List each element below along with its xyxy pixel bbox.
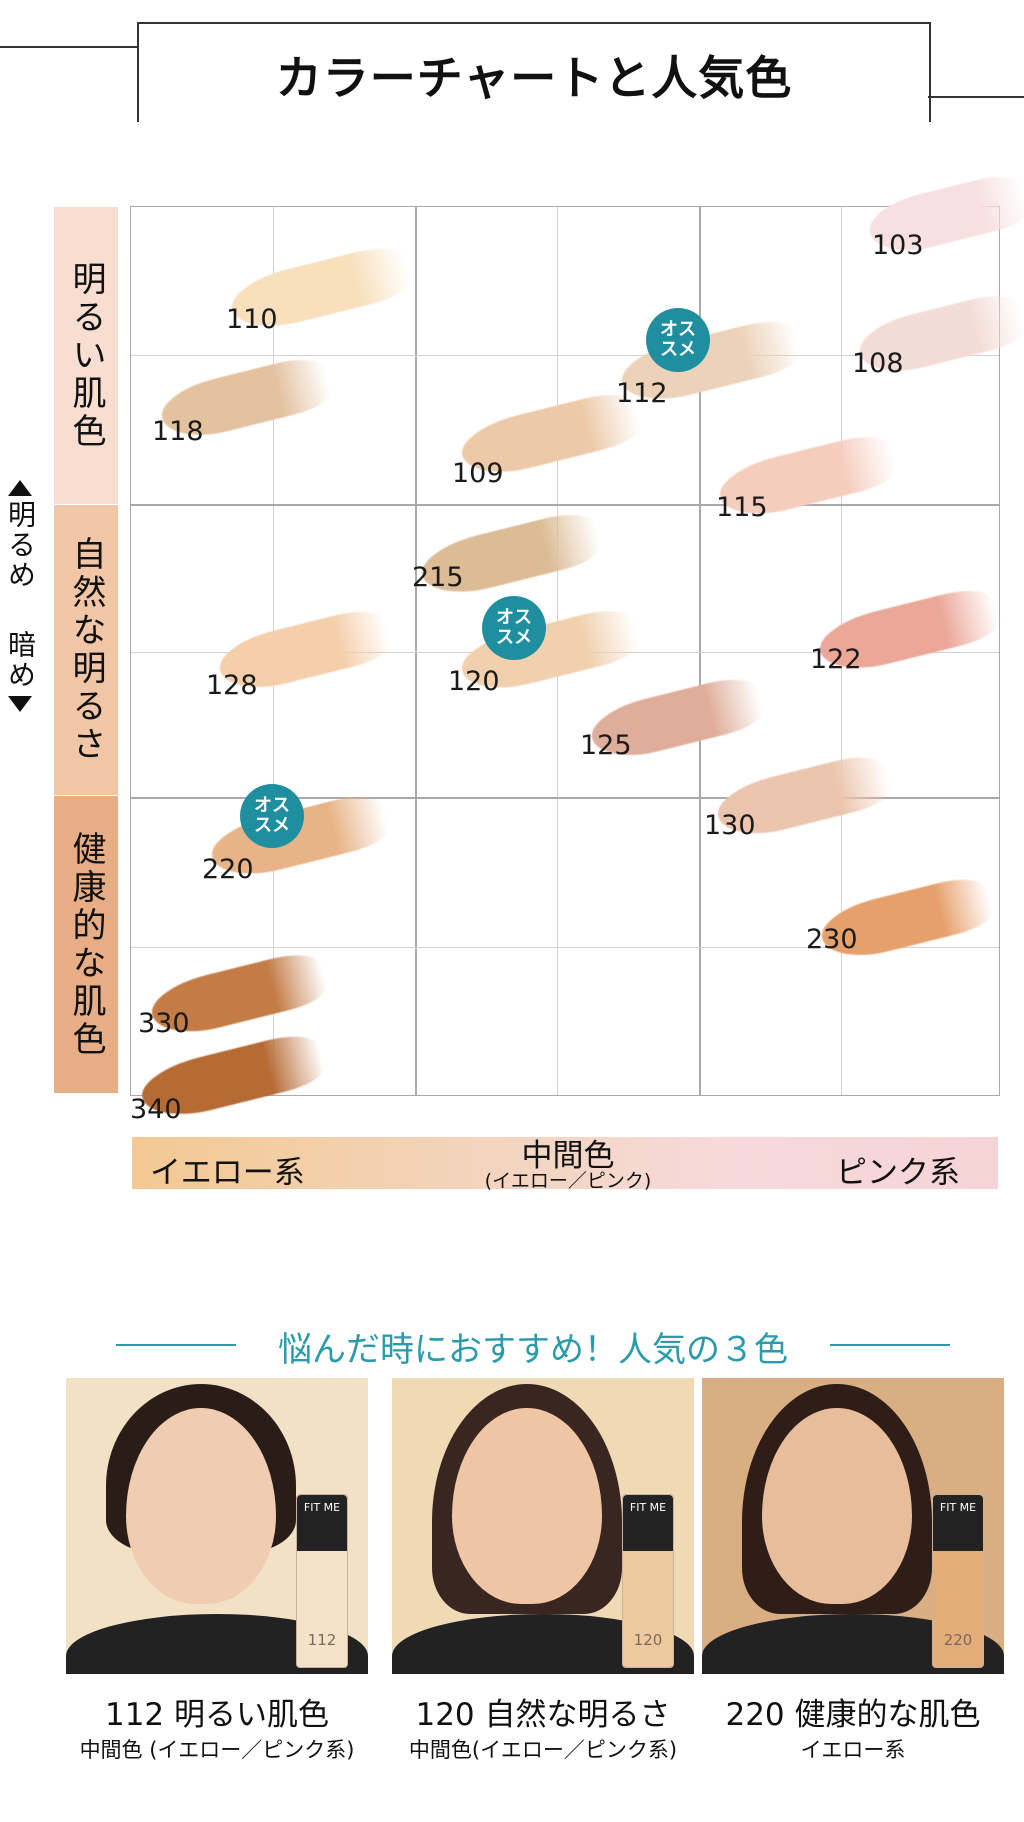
face	[126, 1408, 276, 1604]
shade-label-122: 122	[810, 644, 862, 675]
foundation-bottle: FIT ME 112	[296, 1494, 348, 1668]
brighter-label: 明るめ	[4, 500, 37, 590]
card-subtitle-112: 中間色 (イエロー／ピンク系)	[79, 1738, 355, 1762]
grid-line	[415, 207, 417, 1095]
grid-line	[131, 355, 999, 356]
recommended-badge: オス スメ	[482, 596, 546, 660]
bottle-label: FIT ME	[623, 1495, 673, 1551]
grid-line	[131, 504, 999, 506]
axis-label-neutral-sub: (イエロー／ピンク)	[484, 1170, 652, 1192]
badge-line: オス	[254, 795, 290, 816]
popular-heading: 悩んだ時におすすめ！人気の３色	[278, 1330, 788, 1370]
card-title-220: 220 健康的な肌色	[725, 1697, 981, 1733]
card-title-112: 112 明るい肌色	[104, 1697, 330, 1733]
shade-label-128: 128	[206, 670, 258, 701]
axis-label-yellow: イエロー系	[150, 1155, 305, 1191]
shade-label-110: 110	[226, 304, 278, 335]
heading-rule-right	[830, 1344, 950, 1346]
card-subtitle-220: イエロー系	[800, 1738, 906, 1762]
shade-label-230: 230	[806, 924, 858, 955]
shade-label-112: 112	[616, 378, 668, 409]
model-photo-120: FIT ME 120	[392, 1378, 694, 1674]
brightness-axis: 明るめ 暗め	[0, 480, 40, 712]
title-line-left	[0, 46, 140, 48]
shade-label-130: 130	[704, 810, 756, 841]
grid-line	[699, 207, 701, 1095]
shade-label-125: 125	[580, 730, 632, 761]
title-frame	[137, 22, 931, 122]
darker-label: 暗め	[4, 630, 37, 690]
band-light-skin: 明るい肌色	[54, 207, 118, 504]
bottle-label: FIT ME	[933, 1495, 983, 1551]
bottle-number: 120	[633, 1631, 663, 1649]
arrow-up-icon	[8, 480, 32, 496]
face	[452, 1408, 602, 1604]
shade-label-330: 330	[138, 1008, 190, 1039]
card-subtitle-120: 中間色(イエロー／ピンク系)	[408, 1738, 678, 1762]
grid-line	[131, 797, 999, 799]
undertone-axis-bar	[132, 1137, 998, 1189]
page-title: カラーチャートと人気色	[275, 51, 793, 105]
badge-line: スメ	[496, 627, 532, 648]
band-healthy-skin: 健康的な肌色	[54, 796, 118, 1093]
face	[762, 1408, 912, 1604]
model-photo-220: FIT ME 220	[702, 1378, 1004, 1674]
shade-label-109: 109	[452, 458, 504, 489]
badge-line: スメ	[660, 339, 696, 360]
shade-label-118: 118	[152, 416, 204, 447]
card-title-120: 120 自然な明るさ	[415, 1697, 671, 1733]
heading-rule-left	[116, 1344, 236, 1346]
title-line-right	[928, 96, 1024, 98]
shade-label-115: 115	[716, 492, 768, 523]
badge-line: オス	[660, 319, 696, 340]
badge-line: オス	[496, 607, 532, 628]
shade-label-120: 120	[448, 666, 500, 697]
foundation-bottle: FIT ME 120	[622, 1494, 674, 1668]
shade-label-103: 103	[872, 230, 924, 261]
badge-line: スメ	[254, 815, 290, 836]
recommended-badge: オス スメ	[646, 308, 710, 372]
shade-label-220: 220	[202, 854, 254, 885]
foundation-bottle: FIT ME 220	[932, 1494, 984, 1668]
shade-label-340: 340	[130, 1094, 182, 1125]
bottle-number: 220	[943, 1631, 973, 1649]
arrow-down-icon	[8, 696, 32, 712]
shade-label-108: 108	[852, 348, 904, 379]
bottle-label: FIT ME	[297, 1495, 347, 1551]
model-photo-112: FIT ME 112	[66, 1378, 368, 1674]
recommended-badge: オス スメ	[240, 784, 304, 848]
axis-label-pink: ピンク系	[836, 1155, 960, 1191]
band-natural-brightness: 自然な明るさ	[54, 505, 118, 795]
bottle-number: 112	[307, 1631, 337, 1649]
shade-label-215: 215	[412, 562, 464, 593]
axis-label-neutral: 中間色	[521, 1138, 615, 1174]
grid-line	[131, 947, 999, 948]
